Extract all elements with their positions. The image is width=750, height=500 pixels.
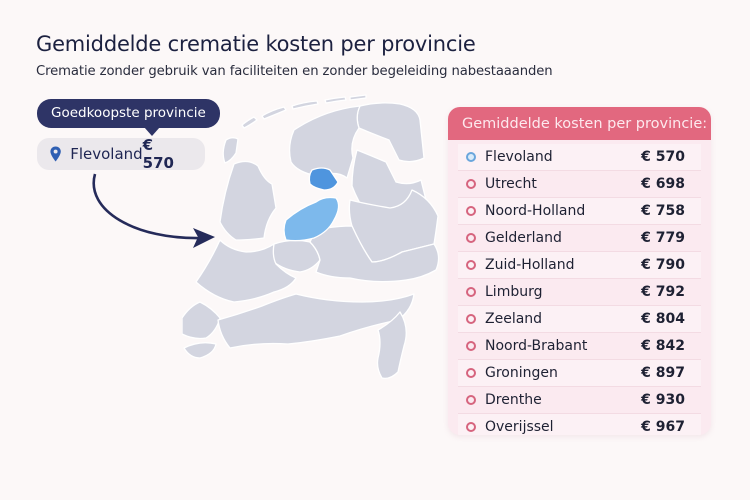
circle-marker-icon [466, 152, 476, 162]
list-item: Zeeland € 804 [458, 306, 701, 333]
pointer-arrow-icon [92, 173, 215, 248]
page-subtitle: Crematie zonder gebruik van faciliteiten… [36, 64, 553, 79]
province-flevoland [283, 167, 340, 242]
list-item: Groningen € 897 [458, 360, 701, 387]
netherlands-map [182, 94, 440, 380]
circle-marker-icon [466, 287, 476, 297]
province-noord-brabant [217, 293, 415, 349]
map-pin-icon [50, 146, 61, 162]
page-title: Gemiddelde crematie kosten per provincie [36, 32, 476, 56]
province-friesland [288, 105, 361, 179]
province-cost-list: Gemiddelde kosten per provincie: Flevola… [448, 107, 711, 435]
list-item: Noord-Holland € 758 [458, 198, 701, 225]
list-item: Noord-Brabant € 842 [458, 333, 701, 360]
circle-marker-icon [466, 341, 476, 351]
circle-marker-icon [466, 422, 476, 432]
province-limburg [376, 311, 407, 380]
cheapest-province-callout: Goedkoopste provincie [37, 99, 220, 136]
province-zuid-holland [195, 239, 297, 303]
list-item: Zuid-Holland € 790 [458, 252, 701, 279]
cheapest-province-price: € 570 [142, 136, 174, 172]
circle-marker-icon [466, 206, 476, 216]
circle-marker-icon [466, 233, 476, 243]
province-noord-holland [219, 160, 277, 241]
circle-marker-icon [466, 395, 476, 405]
list-item: Drenthe € 930 [458, 387, 701, 414]
island [241, 116, 258, 129]
list-item: Flevoland € 570 [458, 144, 701, 171]
province-zeeland [183, 342, 217, 359]
circle-marker-icon [466, 260, 476, 270]
circle-marker-icon [466, 179, 476, 189]
list-item: Gelderland € 779 [458, 225, 701, 252]
list-item: Limburg € 792 [458, 279, 701, 306]
list-item: Utrecht € 698 [458, 171, 701, 198]
list-header: Gemiddelde kosten per provincie: [448, 107, 711, 140]
cheapest-province-name: Flevoland [70, 145, 143, 163]
circle-marker-icon [466, 368, 476, 378]
cheapest-province-badge: Flevoland € 570 [37, 136, 205, 172]
list-item: Overijssel € 967 [458, 414, 701, 435]
circle-marker-icon [466, 314, 476, 324]
province-groningen [356, 102, 425, 163]
